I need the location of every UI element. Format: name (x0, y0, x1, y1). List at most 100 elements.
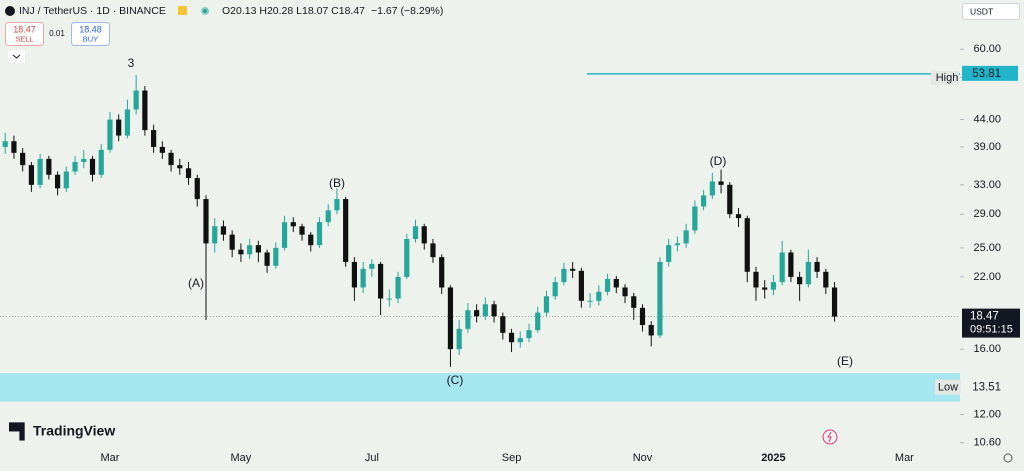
candle-body (500, 316, 506, 333)
candle-body (526, 330, 532, 339)
candle-body (299, 226, 305, 235)
spread: 0.01 (49, 29, 65, 38)
y-tick-label: 44.00 (973, 113, 1001, 125)
candle-body (561, 268, 567, 283)
candle-body (508, 332, 515, 343)
candle-body (596, 291, 602, 301)
candle-body (762, 287, 768, 290)
y-tick-label: 16.00 (973, 343, 1001, 355)
candle-body (683, 230, 689, 244)
candle-body (107, 119, 113, 150)
candle-body (124, 109, 131, 136)
candle-body (753, 271, 759, 288)
candle-body (718, 181, 724, 185)
candle-body (273, 247, 279, 266)
countdown: 09:51:15 (970, 324, 1013, 336)
wave-label: (E) (837, 354, 853, 368)
x-tick-label: May (231, 452, 252, 464)
candle-body (290, 222, 296, 227)
high-price-tag (962, 65, 1018, 81)
change: −1.67 (−8.29%) (371, 5, 443, 17)
collapse-button[interactable] (8, 50, 25, 63)
candle-body (343, 199, 349, 262)
y-tick-label: 10.60 (973, 437, 1001, 449)
candle-body (421, 226, 427, 244)
x-tick-label: Mar (895, 452, 914, 464)
candle-body (54, 174, 61, 189)
candle-body (631, 296, 637, 308)
x-tick-label: Nov (633, 452, 653, 464)
candle-body (788, 252, 794, 277)
candle-body (412, 226, 419, 239)
candle-body (701, 195, 707, 207)
candle-body (430, 243, 436, 258)
y-tick-label: 25.00 (973, 242, 1001, 254)
candle-body (229, 234, 235, 250)
candle-body (185, 168, 192, 179)
candle-body (587, 300, 593, 302)
candle-body (491, 304, 497, 317)
candle-body (709, 181, 715, 196)
candle-body (517, 338, 523, 343)
candle-body (177, 165, 183, 169)
candle-body (81, 158, 87, 162)
candle-body (770, 282, 777, 290)
candle-body (578, 270, 584, 301)
currency: USDT (970, 6, 993, 16)
chevron-icon (12, 54, 21, 59)
buy-label: BUY (83, 34, 98, 43)
candle-body (604, 278, 611, 292)
high-price: 53.81 (972, 68, 1001, 80)
settings-button[interactable] (1003, 453, 1013, 463)
candle-body (351, 261, 357, 288)
candle-body (797, 276, 803, 285)
candle-body (11, 141, 17, 153)
sell-label: SELL (15, 34, 33, 43)
buy-price: 18.48 (79, 24, 102, 34)
candle-body (395, 276, 401, 299)
symbol[interactable]: INJ / TetherUS · 1D · BINANCE (19, 5, 166, 17)
candle-body (735, 214, 742, 219)
candle-body (482, 304, 488, 317)
wave-label: (A) (188, 276, 204, 290)
y-tick-label: 33.00 (973, 179, 1001, 191)
wave-label: (B) (329, 176, 345, 190)
plot-area: 60.0053.0044.0039.0033.0029.0025.0022.00… (0, 43, 1020, 464)
candle-body (316, 222, 323, 246)
brand: TradingView (33, 423, 115, 439)
currency-selector[interactable] (962, 3, 1020, 20)
low-price: 13.51 (972, 382, 1001, 394)
candle-body (212, 226, 218, 244)
candle-body (63, 171, 69, 189)
candle-body (552, 282, 558, 297)
low-zone (0, 373, 960, 402)
candle-body (98, 149, 104, 175)
sell-button[interactable] (5, 22, 44, 46)
candle-body (255, 245, 261, 253)
candle-body (133, 90, 139, 110)
candle-body (456, 328, 462, 350)
candle-body (727, 184, 733, 215)
low-label-bg (935, 379, 961, 395)
wave-label: 3 (128, 56, 135, 70)
candle-body (535, 312, 541, 331)
candle-body (194, 178, 200, 200)
candle-body (692, 206, 698, 231)
last-price-tag (962, 308, 1020, 338)
candle-body (805, 261, 811, 285)
lightning-icon (827, 431, 832, 443)
lightning-button[interactable] (822, 429, 838, 445)
buy-button[interactable] (71, 22, 110, 46)
flag-icon[interactable] (178, 6, 187, 15)
candle-body (264, 252, 270, 266)
candle-body (28, 165, 34, 185)
candle-body (281, 222, 288, 248)
candle-body (674, 243, 681, 246)
x-tick-label: Mar (100, 452, 119, 464)
candle-body (151, 130, 157, 147)
symbol-logo (5, 6, 15, 16)
brand-mark: ▀▌ (9, 422, 30, 441)
candle-body (744, 218, 750, 272)
